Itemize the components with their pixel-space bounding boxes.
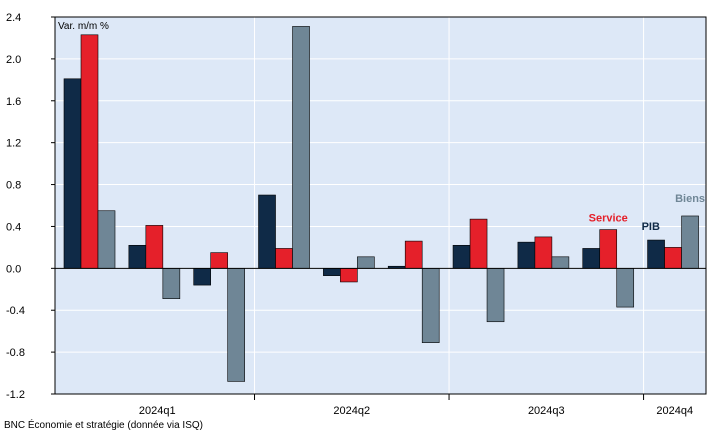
y-tick-label: 2.4 [6, 12, 21, 24]
bar-service [599, 229, 618, 269]
x-tick-label: 2024q3 [528, 405, 565, 417]
y-tick-label: -0.8 [6, 347, 25, 359]
y-tick-label: 2.0 [6, 54, 21, 66]
bar-pib [128, 244, 147, 269]
bar-pib [258, 194, 276, 269]
x-tick-label: 2024q4 [656, 405, 693, 417]
series-label-biens: Biens [675, 193, 705, 205]
bar-pib [193, 268, 211, 286]
bar-biens [681, 215, 699, 269]
bar-service [210, 252, 228, 269]
bar-biens [421, 268, 440, 343]
bar-service [534, 236, 553, 269]
x-tick-label: 2024q1 [139, 405, 176, 417]
bar-pib [647, 239, 665, 269]
bar-service [80, 34, 99, 269]
bar-service [404, 240, 423, 269]
bar-service [275, 248, 293, 269]
bar-biens [357, 256, 375, 269]
bar-pib [63, 78, 82, 269]
bar-biens [616, 268, 635, 308]
y-tick-label: 0.0 [6, 263, 21, 275]
bar-biens [486, 268, 505, 323]
y-axis-unit-label: Var. m/m % [58, 21, 109, 32]
bar-pib [517, 241, 536, 269]
y-tick-label: 1.2 [6, 138, 21, 150]
plot-area [55, 17, 706, 394]
bar-pib [323, 268, 341, 276]
bar-pib [582, 248, 601, 269]
y-tick-label: 0.8 [6, 180, 21, 192]
plot-frame [54, 16, 707, 395]
bar-biens [292, 26, 310, 269]
y-tick-label: -0.4 [6, 305, 25, 317]
y-tick-label: 1.6 [6, 96, 21, 108]
bar-biens [227, 268, 245, 382]
bar-service [145, 225, 164, 269]
bar-service [469, 218, 488, 269]
bar-biens [162, 268, 181, 300]
bar-biens [551, 256, 570, 269]
bar-service [340, 268, 358, 283]
x-tick-label: 2024q2 [333, 405, 370, 417]
series-label-service: Service [589, 213, 628, 225]
bar-biens [97, 210, 116, 269]
bars [63, 26, 699, 382]
y-tick-label: 0.4 [6, 221, 21, 233]
y-tick-label: -1.2 [6, 389, 25, 401]
source-note: BNC Économie et stratégie (donnée via IS… [4, 420, 203, 431]
bar-pib [452, 244, 471, 269]
bar-service [664, 247, 682, 269]
axes: 2.4 2.0 1.6 1.2 0.8 0.4 0.0 -0.4 -0.8 -1.2 2024q1 2… [6, 12, 707, 417]
series-label-pib: PIB [642, 221, 660, 233]
